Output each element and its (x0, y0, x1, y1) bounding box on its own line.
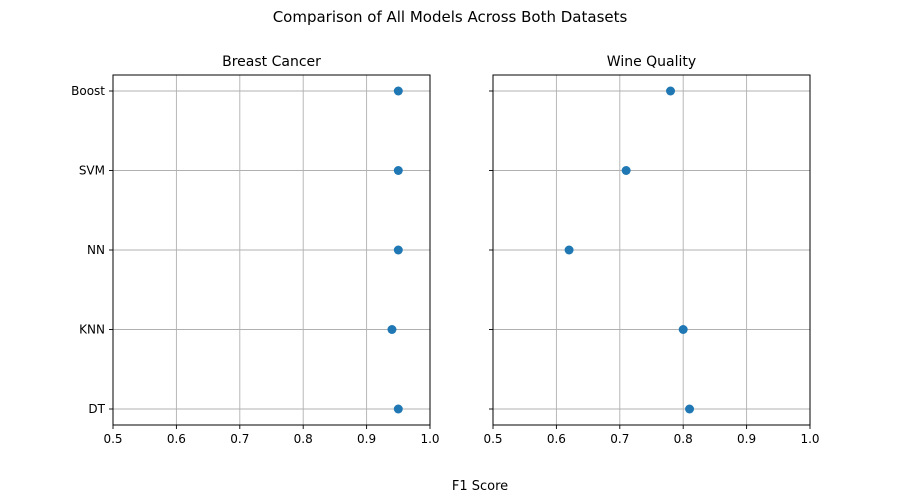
subplot-1: 0.5 0.6 0.7 0.8 0.9 1.0 Boost SVM NN KNN DT Breast … (71, 54, 439, 446)
y-tick-label: NN (87, 243, 105, 257)
x-axis-label: F1 Score (452, 479, 508, 494)
data-point (564, 245, 574, 255)
x-tick-label: 0.6 (547, 432, 566, 446)
x-tick-label: 0.7 (230, 432, 249, 446)
x-tick-label: 0.5 (103, 432, 122, 446)
x-tick-label: 1.0 (800, 432, 819, 446)
data-point (666, 86, 676, 96)
y-tick-label: SVM (79, 164, 105, 178)
x-tick-label: 0.6 (167, 432, 186, 446)
data-point (387, 325, 397, 334)
x-tick-label: 0.8 (294, 432, 313, 446)
y-tick-label: Boost (71, 84, 105, 98)
x-tick-label: 0.8 (674, 432, 693, 446)
data-point (393, 86, 403, 96)
data-point (393, 245, 403, 255)
y-tick-label: KNN (79, 323, 105, 337)
data-point (393, 404, 403, 414)
figure-title: Comparison of All Models Across Both Dat… (273, 8, 628, 26)
subplot-title: Breast Cancer (222, 54, 321, 70)
axes-frame (492, 74, 811, 426)
axes-frame (112, 74, 431, 426)
subplots: 0.5 0.6 0.7 0.8 0.9 1.0 Boost SVM NN KNN DT Breast … (71, 54, 819, 446)
x-tick-label: 1.0 (420, 432, 439, 446)
data-point (393, 166, 403, 175)
y-tick-label: DT (88, 402, 105, 416)
subplot-2: 0.5 0.6 0.7 0.8 0.9 1.0 Wine Quality (483, 54, 819, 446)
x-tick-label: 0.5 (483, 432, 502, 446)
x-tick-label: 0.9 (357, 432, 376, 446)
data-point (678, 325, 688, 334)
data-point (685, 404, 695, 414)
subplot-title: Wine Quality (607, 54, 696, 70)
data-point (621, 166, 631, 175)
x-tick-label: 0.7 (610, 432, 629, 446)
x-tick-label: 0.9 (737, 432, 756, 446)
